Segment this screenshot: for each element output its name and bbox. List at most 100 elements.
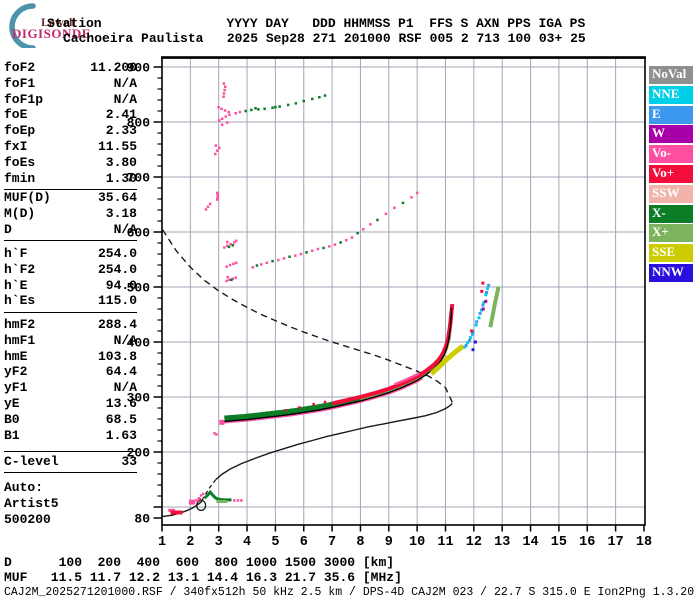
parameter-row-Clevel: C-level 33 xyxy=(4,454,137,470)
parameter-value: N/A xyxy=(113,332,137,348)
parameter-row-foEp: foEp 2.33 xyxy=(4,123,137,139)
echo-dot xyxy=(486,287,489,291)
echo-dot xyxy=(225,279,228,283)
echo-dot xyxy=(229,242,232,246)
x-tick-label: 15 xyxy=(551,535,567,550)
parameter-row-D: D N/A xyxy=(4,222,137,238)
echo-dot xyxy=(393,206,396,210)
logo-crescent-icon xyxy=(9,3,36,51)
x-tick-label: 13 xyxy=(494,535,510,550)
parameter-label: C-level xyxy=(4,454,59,469)
echo-dot xyxy=(222,82,226,85)
chain-X- xyxy=(203,489,232,502)
header-columns-row: Station YYYY DAY DDD HHMMSS P1 FFS S AXN… xyxy=(47,16,586,31)
echo-dot xyxy=(473,340,477,344)
parameter-row-MD: M(D) 3.18 xyxy=(4,206,137,222)
echo-dot xyxy=(244,109,247,113)
x-tick-label: 2 xyxy=(186,535,194,550)
echo-dot xyxy=(484,299,488,303)
echo-dot xyxy=(214,152,217,156)
parameter-value: 103.8 xyxy=(97,348,137,364)
echo-dot xyxy=(478,311,482,315)
parameter-value: N/A xyxy=(113,380,137,396)
echo-trace-bands xyxy=(219,303,455,424)
echo-dot xyxy=(250,108,253,112)
echo-dot xyxy=(254,107,257,110)
parameter-group-1: MUF(D) 35.64 M(D) 3.18 D N/A xyxy=(4,190,137,242)
echo-dot xyxy=(284,409,287,412)
echo-dot xyxy=(222,92,226,95)
echo-dot xyxy=(299,252,303,256)
echo-dot xyxy=(226,240,229,244)
parameter-label: fmin xyxy=(4,170,36,186)
file-info-line: CAJ2M_2025271201000.RSF / 340fx512h 50 k… xyxy=(4,586,695,599)
echo-dot xyxy=(226,121,229,124)
echo-dot xyxy=(235,239,238,243)
echo-dot xyxy=(218,119,221,122)
x-tick-label: 16 xyxy=(579,535,595,550)
legend-item-SSW: SSW xyxy=(649,184,693,203)
echo-dot xyxy=(217,105,220,109)
echo-dot xyxy=(227,245,231,249)
parameter-row-B1: B1 1.63 xyxy=(4,428,137,444)
x-tick-label: 1 xyxy=(158,535,166,550)
x-tick-label: 4 xyxy=(243,535,251,550)
echo-dot xyxy=(339,241,342,244)
echo-dot xyxy=(204,208,208,211)
legend-item-Vo: Vo+ xyxy=(649,165,693,183)
x-tick-label: 7 xyxy=(328,535,336,550)
x-tick-label: 9 xyxy=(385,535,393,550)
parameter-row-B0: B0 68.5 xyxy=(4,412,137,428)
parameter-value: 1.63 xyxy=(105,427,137,443)
parameter-group-5: Auto: Artist5 500200 xyxy=(4,480,137,527)
profile-valley-dashed xyxy=(201,479,217,501)
x-tick-label: 3 xyxy=(215,535,223,550)
parameter-label: 500200 xyxy=(4,511,51,527)
echo-dot xyxy=(484,293,488,297)
echo-dot xyxy=(328,245,331,248)
parameter-value: N/A xyxy=(113,75,137,91)
muf-row: MUF 11.5 11.7 12.2 13.1 14.4 16.3 21.7 3… xyxy=(4,570,402,585)
parameter-label: foF1p xyxy=(4,91,44,107)
echo-dot xyxy=(227,110,230,114)
echo-dot xyxy=(233,499,236,502)
topside-profile-dashed xyxy=(162,229,454,404)
echo-dot xyxy=(216,193,220,197)
echo-dot xyxy=(251,266,254,269)
parameter-value: 288.4 xyxy=(97,317,137,332)
echo-dot xyxy=(471,348,475,352)
echo-dot xyxy=(231,277,235,280)
parameter-label: foF2 xyxy=(4,60,36,75)
legend-item-W: W xyxy=(649,125,693,144)
echo-dot xyxy=(384,212,388,216)
echo-dot xyxy=(323,400,327,404)
echo-dot xyxy=(356,231,359,235)
echo-dot xyxy=(480,308,483,312)
echo-dot xyxy=(468,338,472,342)
legend-item-NoVal: NoVal xyxy=(649,66,693,84)
echo-dot xyxy=(482,300,486,304)
echo-dot xyxy=(220,123,224,126)
parameter-value: 13.6 xyxy=(105,395,137,411)
parameter-group-2: h`F 254.0 h`F2 254.0 h`E 94.0 h`Es 115.0 xyxy=(4,246,137,314)
profile-f-region xyxy=(215,402,453,481)
echo-dot xyxy=(226,244,229,247)
echo-dot xyxy=(263,107,266,111)
echo-dot xyxy=(298,406,301,409)
echo-dot xyxy=(302,99,305,103)
echo-dot xyxy=(216,198,219,201)
echo-dot xyxy=(225,265,228,268)
parameter-row-foEs: foEs 3.80 xyxy=(4,155,137,171)
parameter-row-foF1p: foF1p N/A xyxy=(4,92,137,108)
echo-dot xyxy=(271,259,274,263)
parameter-value: 254.0 xyxy=(97,261,137,277)
echo-dot xyxy=(208,202,212,206)
echo-dot xyxy=(220,117,224,120)
echo-dot xyxy=(238,110,242,114)
parameter-row-hF2: h`F2 254.0 xyxy=(4,262,137,278)
parameter-row-hmE: hmE 103.8 xyxy=(4,349,137,365)
echo-dot xyxy=(257,108,260,111)
band-Vo- xyxy=(394,371,421,386)
echo-dot xyxy=(477,316,481,320)
parameter-label: B0 xyxy=(4,411,20,427)
